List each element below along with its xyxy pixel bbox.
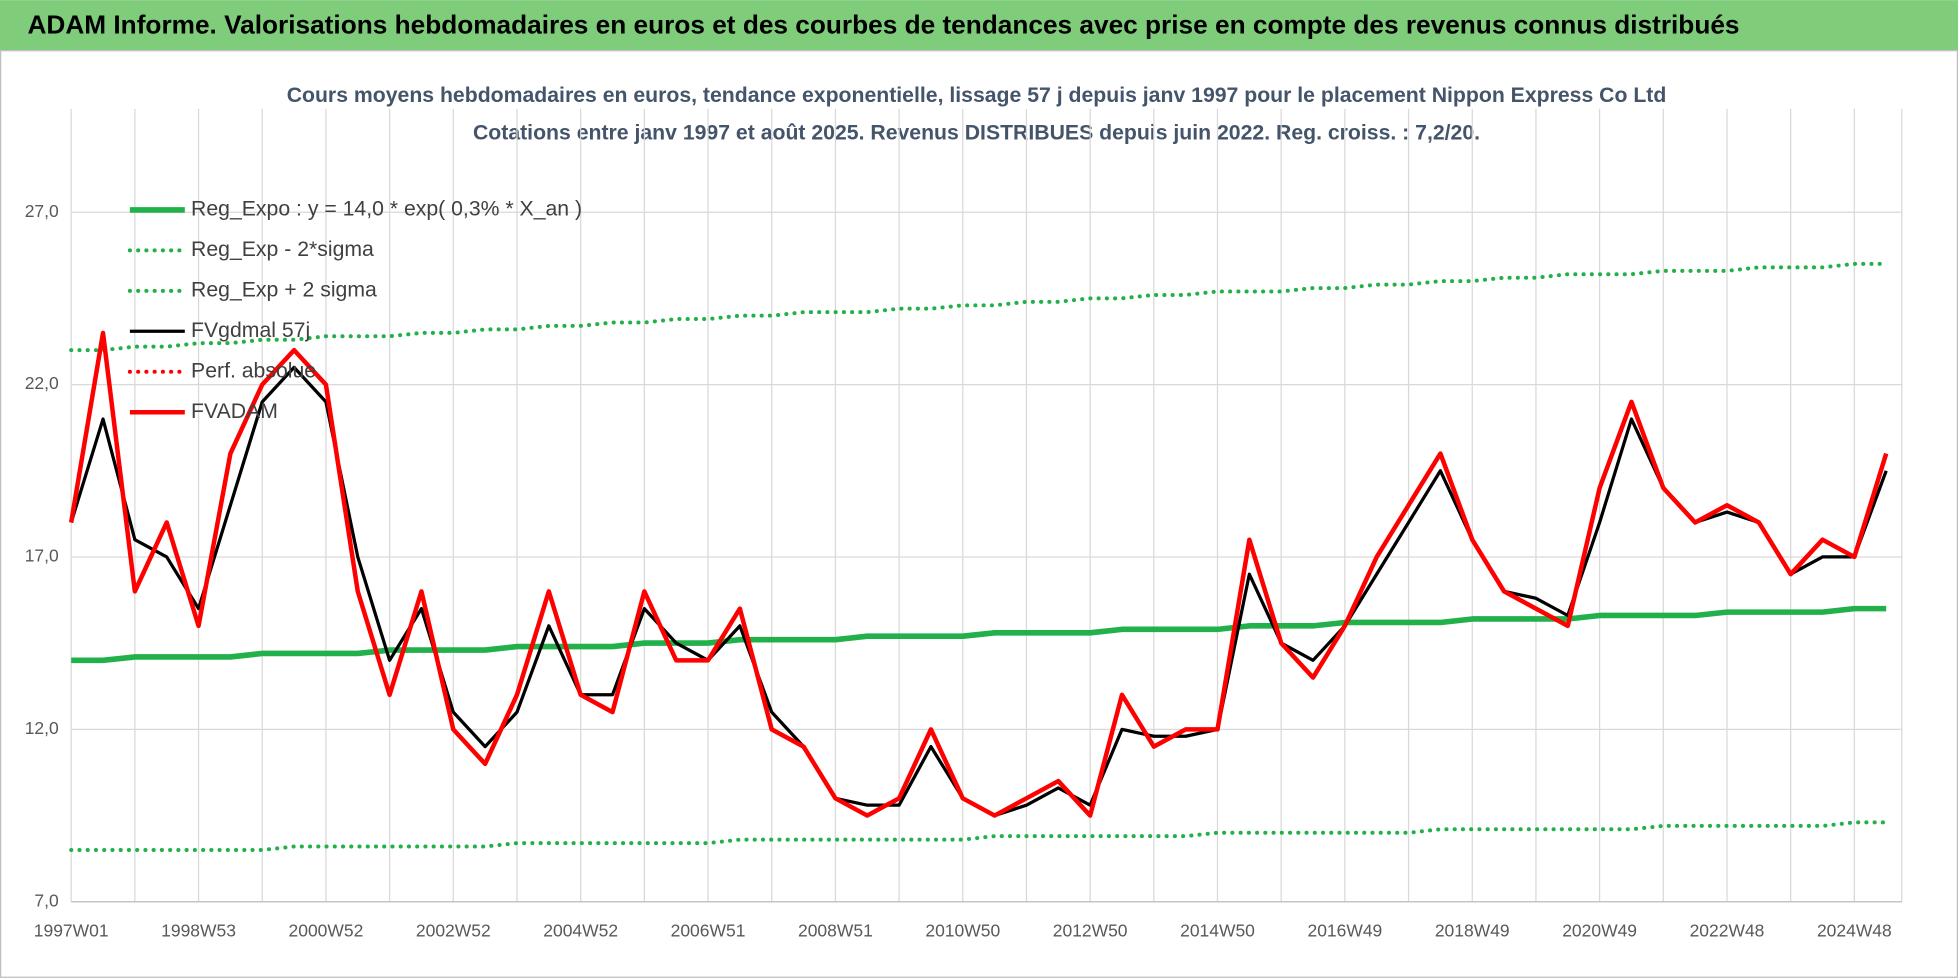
y-tick-label: 27,0 xyxy=(25,201,59,221)
series-line xyxy=(71,605,1887,664)
x-tick-label: 2004W52 xyxy=(543,920,618,940)
series-line xyxy=(68,330,1889,818)
x-tick-label: 2014W50 xyxy=(1180,920,1255,940)
chart-title: Cours moyens hebdomadaires en euros, ten… xyxy=(287,84,1667,107)
legend-label: Perf. absolue xyxy=(191,359,316,382)
chart-subtitle: Cotations entre janv 1997 et août 2025. … xyxy=(473,121,1480,144)
legend-label: Reg_Exp + 2 sigma xyxy=(191,278,377,301)
x-tick-label: 2006W51 xyxy=(671,920,746,940)
page-title: ADAM Informe. Valorisations hebdomadaire… xyxy=(27,9,1739,39)
x-tick-label: 2024W48 xyxy=(1817,920,1892,940)
x-tick-label: 2022W48 xyxy=(1690,920,1765,940)
y-tick-label: 22,0 xyxy=(25,373,59,393)
x-tick-label: 1997W01 xyxy=(34,920,109,940)
x-tick-label: 2012W50 xyxy=(1053,920,1128,940)
grid-layer: 7,0 12,0 17,0 22,0 27,0 1997W01 1998W53 2000W52… xyxy=(25,108,1903,940)
x-tick-label: 2016W49 xyxy=(1307,920,1382,940)
x-tick-label: 2002W52 xyxy=(416,920,491,940)
y-tick-label: 12,0 xyxy=(25,718,59,738)
legend-label: FVgdmal 57j xyxy=(191,319,310,342)
chart-frame xyxy=(0,50,1958,978)
x-tick-label: 2020W49 xyxy=(1562,920,1637,940)
x-tick-label: 2018W49 xyxy=(1435,920,1510,940)
x-tick-label: 2008W51 xyxy=(798,920,873,940)
x-tick-label: 2000W52 xyxy=(289,920,364,940)
header-bar xyxy=(0,0,1958,51)
series-line xyxy=(69,820,1889,853)
legend-label: FVADAM xyxy=(191,400,278,423)
x-tick-label: 1998W53 xyxy=(161,920,236,940)
series-layer xyxy=(68,261,1889,853)
series-line xyxy=(69,261,1889,353)
legend-label: Reg_Expo : y = 14,0 * exp( 0,3% * X_an ) xyxy=(191,198,582,221)
y-tick-label: 17,0 xyxy=(25,546,59,566)
x-tick-label: 2010W50 xyxy=(925,920,1000,940)
legend-label: Reg_Exp - 2*sigma xyxy=(191,238,374,261)
legend: Reg_Expo : y = 14,0 * exp( 0,3% * X_an )… xyxy=(127,198,582,423)
series-line xyxy=(69,365,1888,818)
y-tick-label: 7,0 xyxy=(34,890,59,910)
